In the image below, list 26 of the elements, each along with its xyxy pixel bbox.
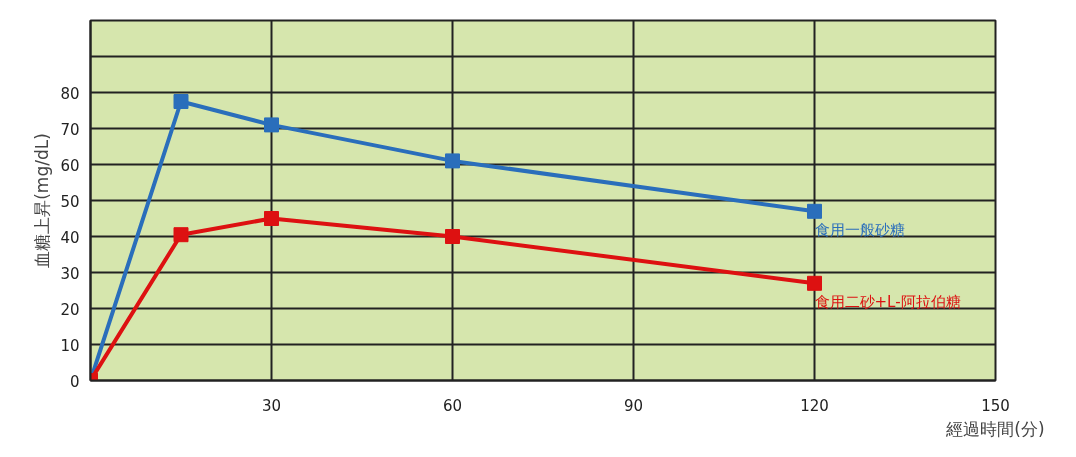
point — [807, 203, 822, 219]
y-tick-label: 30 — [60, 264, 80, 283]
y-tick-label: 80 — [60, 84, 80, 103]
point — [445, 153, 460, 169]
x-tick-label: 60 — [442, 396, 463, 415]
x-tick-label: 150 — [981, 396, 1010, 415]
point — [173, 94, 189, 109]
point — [173, 227, 189, 243]
y-tick-label: 10 — [60, 336, 80, 355]
y-tick-label: 70 — [60, 120, 80, 139]
y-axis-title: 血糖上昇(mg/dL) — [32, 133, 53, 268]
x-axis-title: 經過時間(分) — [945, 418, 1045, 439]
point — [807, 275, 822, 291]
series-label: 食用二砂+L-阿拉伯糖 — [814, 293, 961, 312]
point — [264, 211, 279, 226]
x-tick-label: 90 — [623, 396, 644, 415]
y-tick-label: 40 — [60, 228, 80, 247]
y-tick-label: 0 — [69, 372, 80, 391]
y-tick-label: 60 — [60, 156, 80, 175]
series-label: 食用一般砂糖 — [814, 221, 905, 240]
y-tick-label: 50 — [60, 192, 80, 211]
y-tick-label: 20 — [60, 300, 80, 319]
x-tick-label: 120 — [800, 396, 829, 415]
x-tick-label: 30 — [261, 396, 282, 415]
point — [264, 117, 279, 133]
point — [445, 229, 460, 244]
